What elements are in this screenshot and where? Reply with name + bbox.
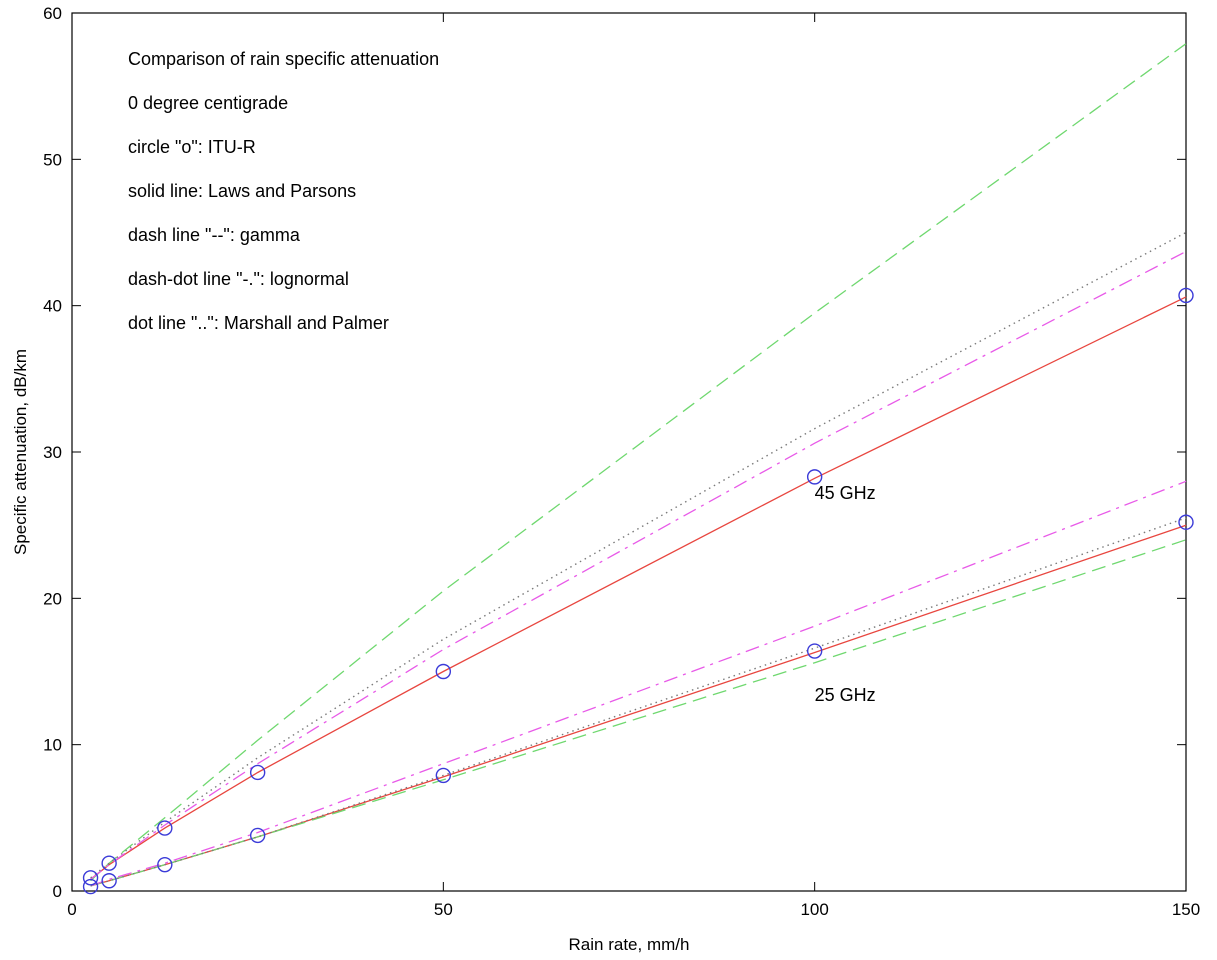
- annotation-block: Comparison of rain specific attenuation 0…: [128, 49, 439, 333]
- itu-r-marker: [82, 878, 99, 895]
- itu-r-marker: [157, 856, 173, 873]
- curve-dashed-45ghz: [90, 43, 1187, 882]
- itu-r-marker: [157, 820, 173, 836]
- y-tick-label: 50: [43, 150, 62, 169]
- axis-ticks: 0 50 100 150 0 10 20 30 40 50 60: [43, 4, 1200, 919]
- itu-r-marker: [1178, 514, 1194, 530]
- itu-r-marker: [435, 663, 452, 680]
- curve-dashdot-25ghz: [90, 480, 1187, 887]
- y-tick-label: 60: [43, 4, 62, 23]
- itu-r-marker: [101, 855, 117, 871]
- curve-dotted-45ghz: [90, 231, 1187, 879]
- itu-r-marker: [249, 827, 266, 844]
- itu-r-marker: [806, 469, 823, 485]
- curve-dashdot-45ghz: [90, 250, 1187, 880]
- itu-r-marker: [101, 873, 117, 889]
- itu-r-marker: [806, 643, 823, 659]
- curve-solid-45ghz: [90, 296, 1187, 880]
- curve-label: 25 GHz: [815, 685, 876, 705]
- curve-labels: 45 GHz 25 GHz: [815, 483, 876, 705]
- itu-r-marker: [249, 764, 266, 781]
- curve-solid-25ghz: [90, 524, 1187, 887]
- annotation-line: solid line: Laws and Parsons: [128, 181, 356, 201]
- x-tick-label: 150: [1172, 900, 1200, 919]
- annotation-line: 0 degree centigrade: [128, 93, 288, 113]
- annotation-line: Comparison of rain specific attenuation: [128, 49, 439, 69]
- annotation-line: circle "o": ITU-R: [128, 137, 256, 157]
- y-tick-label: 20: [43, 589, 62, 608]
- y-tick-label: 30: [43, 443, 62, 462]
- x-axis-label: Rain rate, mm/h: [569, 935, 690, 954]
- curve-dotted-25ghz: [90, 517, 1187, 887]
- annotation-line: dash line "--": gamma: [128, 225, 301, 245]
- y-tick-label: 0: [53, 882, 62, 901]
- itu-r-marker: [82, 870, 99, 886]
- curves: [90, 43, 1187, 887]
- itu-r-marker: [1178, 287, 1194, 304]
- curve-dashed-25ghz: [90, 539, 1187, 887]
- itu-r-markers: [82, 287, 1194, 895]
- x-tick-label: 100: [800, 900, 828, 919]
- curve-label: 45 GHz: [815, 483, 876, 503]
- y-axis-label: Specific attenuation, dB/km: [11, 349, 30, 555]
- itu-r-marker: [435, 767, 452, 784]
- x-tick-label: 0: [67, 900, 76, 919]
- y-tick-label: 40: [43, 297, 62, 316]
- y-tick-label: 10: [43, 736, 62, 755]
- annotation-line: dot line "..": Marshall and Palmer: [128, 313, 389, 333]
- annotation-line: dash-dot line "-.": lognormal: [128, 269, 349, 289]
- x-tick-label: 50: [434, 900, 453, 919]
